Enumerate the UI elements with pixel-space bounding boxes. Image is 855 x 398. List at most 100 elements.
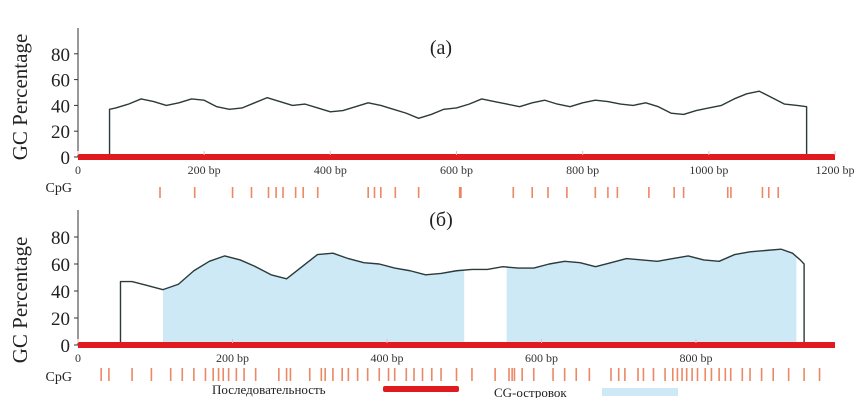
x-tick-label: 0 <box>75 163 81 177</box>
cpg-site-mark <box>347 368 350 381</box>
cpg-site-mark <box>637 368 639 381</box>
cpg-site-mark <box>521 368 523 381</box>
y-tick-label: 40 <box>51 282 70 303</box>
cpg-site-mark <box>341 368 343 381</box>
y-tick-label: 20 <box>51 122 70 143</box>
x-tick-label: 1200 bp <box>816 163 855 177</box>
cpg-label: CpG <box>46 370 72 385</box>
x-tick-label: 400 bp <box>370 351 403 365</box>
cpg-site-mark <box>150 368 153 381</box>
cpg-site-mark <box>726 187 729 198</box>
y-axis-label: GC Percentage <box>8 237 32 364</box>
cpg-site-mark <box>250 187 253 198</box>
panel-a: (a) GC Percentage 0 20 40 60 80 0 200 bp 400 bp 60… <box>8 28 855 198</box>
cpg-site-mark <box>267 187 270 198</box>
cpg-site-mark <box>681 368 683 381</box>
cpg-site-mark <box>508 368 510 381</box>
cpg-site-mark <box>588 368 591 381</box>
y-axis-label: GC Percentage <box>8 34 32 161</box>
cpg-site-mark <box>212 368 214 381</box>
cpg-site-mark <box>193 368 195 381</box>
cpg-site-mark <box>458 187 461 198</box>
cpg-site-mark <box>243 368 245 381</box>
y-tick-label: 60 <box>51 255 70 276</box>
cpg-site-mark <box>531 187 533 198</box>
x-tick-label: 0 <box>75 351 81 365</box>
y-tick-label: 80 <box>51 228 70 249</box>
cpg-site-mark <box>204 368 207 381</box>
cpg-site-mark <box>254 368 257 381</box>
cpg-site-mark <box>217 368 220 381</box>
cpg-site-mark <box>471 368 473 381</box>
cpg-site-mark <box>193 187 196 198</box>
cpg-site-mark <box>718 368 720 381</box>
cpg-site-mark <box>664 368 666 381</box>
cpg-site-mark <box>704 368 707 381</box>
legend-sequence-label: Последовательность <box>212 382 326 397</box>
cpg-site-mark <box>682 187 685 198</box>
cpg-site-mark <box>673 187 675 198</box>
cpg-site-mark <box>616 187 619 198</box>
cpg-site-mark <box>302 187 305 198</box>
cpg-site-mark <box>594 187 597 198</box>
cpg-site-mark <box>803 368 805 381</box>
cpg-site-mark <box>100 368 102 381</box>
cpg-site-mark <box>772 368 775 381</box>
x-tick-label: 800 bp <box>566 163 599 177</box>
cg-island-region <box>506 249 797 345</box>
cpg-label: CpG <box>46 181 72 196</box>
cpg-site-mark <box>671 368 674 381</box>
y-tick-label: 0 <box>61 336 71 357</box>
cpg-site-mark <box>332 368 334 381</box>
cpg-site-mark <box>710 368 713 381</box>
cpg-site-mark <box>222 368 225 381</box>
cpg-site-mark <box>227 368 230 381</box>
cpg-site-mark <box>761 187 764 198</box>
cpg-site-mark <box>566 187 568 198</box>
cpg-site-mark <box>624 368 626 381</box>
legend: Последовательность CG-островок <box>212 382 678 398</box>
x-tick-label: 600 bp <box>525 351 558 365</box>
x-tick-label: 600 bp <box>440 163 473 177</box>
cpg-site-mark <box>494 368 496 381</box>
cpg-site-mark <box>282 187 284 198</box>
cpg-site-mark <box>320 368 323 381</box>
cpg-site-mark <box>405 368 408 381</box>
cpg-site-mark <box>513 368 516 381</box>
y-tick-label: 60 <box>51 71 70 92</box>
cpg-site-mark <box>394 187 397 198</box>
y-tick-label: 40 <box>51 96 70 117</box>
cpg-site-mark <box>575 368 578 381</box>
cpg-site-mark <box>729 368 732 381</box>
cpg-site-mark <box>552 368 554 381</box>
cpg-site-mark <box>159 187 161 198</box>
cpg-site-mark <box>511 368 513 381</box>
cpg-site-mark <box>563 368 566 381</box>
cpg-site-mark <box>235 368 238 381</box>
cpg-site-mark <box>652 368 655 381</box>
cpg-site-mark <box>367 187 369 198</box>
cpg-site-mark <box>818 368 821 381</box>
cpg-site-mark <box>393 368 396 381</box>
legend-island-label: CG-островок <box>494 385 567 398</box>
cpg-site-mark <box>610 368 612 381</box>
panel-b: (б) GC Percentage 0 20 40 60 80 0 200 bp 400 bp 60… <box>8 209 835 385</box>
cpg-site-mark <box>691 368 693 381</box>
cpg-site-mark <box>108 368 110 381</box>
cpg-site-mark <box>387 368 390 381</box>
cpg-site-mark <box>777 187 780 198</box>
x-tick-label: 200 bp <box>188 163 221 177</box>
cpg-site-mark <box>730 187 732 198</box>
cpg-site-mark <box>547 187 549 198</box>
cpg-site-mark <box>676 368 679 381</box>
cpg-site-mark <box>617 368 620 381</box>
gc-percentage-line <box>119 248 805 345</box>
cpg-site-mark <box>366 368 369 381</box>
cpg-site-mark <box>767 187 770 198</box>
x-tick-label: 200 bp <box>216 351 249 365</box>
cpg-site-mark <box>642 368 645 381</box>
cpg-site-mark <box>685 368 688 381</box>
panel-title: (a) <box>430 37 452 59</box>
sequence-bar <box>78 154 835 160</box>
